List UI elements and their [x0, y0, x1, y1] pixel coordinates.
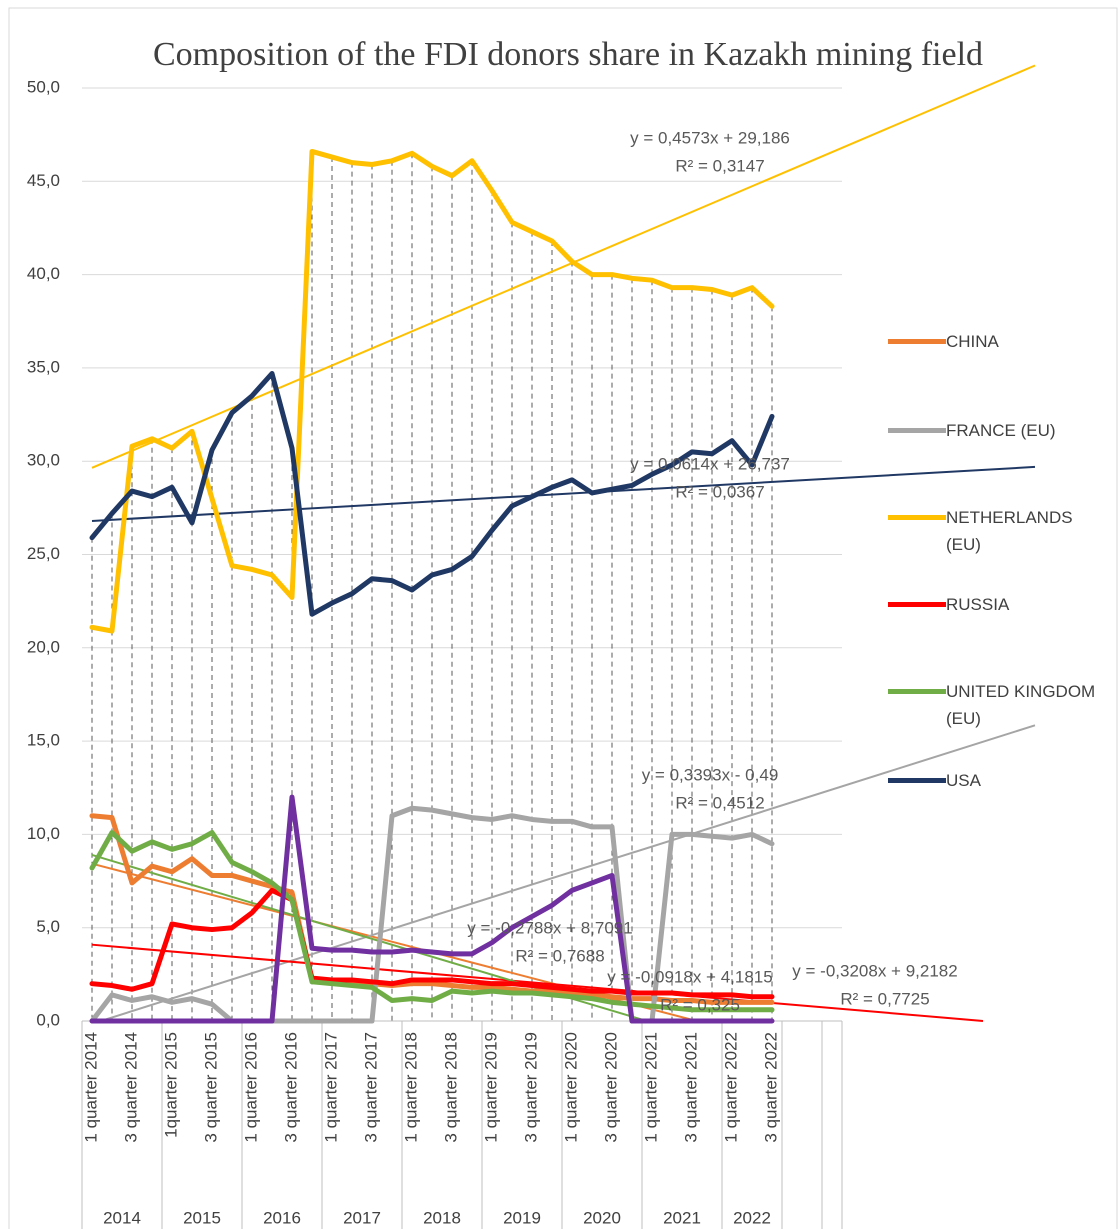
trend-r-squared: R² = 0,325	[660, 995, 740, 1014]
series-line	[89, 813, 775, 1005]
trend-r-squared: R² = 0,7688	[515, 946, 604, 965]
trend-r-squared: R² = 0,0367	[675, 482, 764, 501]
trendline	[91, 465, 1036, 522]
x-tick-label: 3 quarter 2018	[441, 1032, 460, 1143]
legend-swatch	[888, 428, 946, 433]
trendline	[91, 64, 1036, 469]
year-label: 2018	[423, 1208, 461, 1227]
series-line	[89, 887, 775, 1000]
trendline	[91, 943, 984, 1022]
year-label: 2015	[183, 1208, 221, 1227]
y-tick-label: 35,0	[27, 357, 60, 376]
y-tick-label: 5,0	[36, 917, 60, 936]
chart-frame	[8, 7, 1118, 1229]
trend-equation: y = -0,2788x + 8,7091	[467, 918, 632, 937]
legend-label: CHINA	[946, 332, 999, 351]
legend-swatch	[888, 339, 946, 344]
x-tick-label: 3 quarter 2015	[201, 1032, 220, 1143]
x-tick-label: 3 quarter 2017	[361, 1032, 380, 1143]
y-tick-label: 20,0	[27, 637, 60, 656]
trend-equation: y = 0,3393x - 0,49	[642, 765, 779, 784]
trend-r-squared: R² = 0,3147	[675, 156, 764, 175]
trend-r-squared: R² = 0,7725	[840, 989, 929, 1008]
legend-label: NETHERLANDS (EU)	[946, 508, 1073, 554]
series-line	[89, 830, 775, 1013]
trend-equation: y = 0,0614x + 26,737	[630, 454, 790, 473]
legend-item: UNITED KINGDOM (EU)	[888, 678, 1096, 732]
x-tick-label: 3 quarter 2021	[681, 1032, 700, 1143]
legend-label: RUSSIA	[946, 595, 1010, 614]
x-tick-label: 3 quarter 2016	[281, 1032, 300, 1143]
x-tick-label: 1 quarter 2021	[641, 1032, 660, 1143]
y-tick-label: 45,0	[27, 171, 60, 190]
year-label: 2020	[583, 1208, 621, 1227]
legend-item: USA	[888, 767, 1096, 794]
x-tick-label: 3 quarter 2020	[601, 1032, 620, 1143]
x-tick-label: 1 quarter 2019	[481, 1032, 500, 1143]
y-tick-label: 40,0	[27, 264, 60, 283]
x-tick-label: 1 quarter 2017	[321, 1032, 340, 1143]
trend-r-squared: R² = 0,4512	[675, 793, 764, 812]
year-label: 2017	[343, 1208, 381, 1227]
y-tick-label: 10,0	[27, 824, 60, 843]
legend-label: UNITED KINGDOM (EU)	[946, 682, 1096, 728]
legend-swatch	[888, 515, 946, 520]
x-tick-label: 3 quarter 2019	[521, 1032, 540, 1143]
legend-item: CHINA	[888, 328, 1096, 355]
legend-item: RUSSIA	[888, 591, 1096, 618]
series-line	[89, 794, 775, 1024]
x-tick-label: 1 quarter 2014	[81, 1032, 100, 1143]
year-label: 2014	[103, 1208, 141, 1227]
series-line	[89, 370, 775, 617]
y-tick-label: 30,0	[27, 451, 60, 470]
y-tick-label: 15,0	[27, 731, 60, 750]
legend-swatch	[888, 689, 946, 694]
legend-item: FRANCE (EU)	[888, 417, 1096, 444]
legend-label: USA	[946, 771, 981, 790]
year-label: 2016	[263, 1208, 301, 1227]
trendline	[100, 724, 1036, 1022]
legend-label: FRANCE (EU)	[946, 421, 1056, 440]
x-tick-label: 1quarter 2015	[161, 1032, 180, 1138]
year-label: 2021	[663, 1208, 701, 1227]
year-label: 2022	[733, 1208, 771, 1227]
x-tick-label: 3 quarter 2022	[761, 1032, 780, 1143]
trend-equation: y = -0,3208x + 9,2182	[792, 961, 957, 980]
x-tick-label: 3 quarter 2014	[121, 1032, 140, 1143]
chart-title: Composition of the FDI donors share in K…	[152, 36, 984, 73]
x-tick-label: 1 quarter 2018	[401, 1032, 420, 1143]
trend-equation: y = -0,0918x + 4,1815	[607, 967, 772, 986]
legend-swatch	[888, 602, 946, 607]
series-line	[89, 805, 775, 1024]
y-tick-label: 0,0	[36, 1010, 60, 1029]
y-tick-label: 25,0	[27, 544, 60, 563]
trend-equation: y = 0,4573x + 29,186	[630, 128, 790, 147]
legend-swatch	[888, 778, 946, 783]
y-tick-label: 50,0	[27, 77, 60, 96]
x-tick-label: 1 quarter 2022	[721, 1032, 740, 1143]
year-label: 2019	[503, 1208, 541, 1227]
x-tick-label: 1 quarter 2020	[561, 1032, 580, 1143]
legend-item: NETHERLANDS (EU)	[888, 504, 1096, 558]
x-tick-label: 1 quarter 2016	[241, 1032, 260, 1143]
